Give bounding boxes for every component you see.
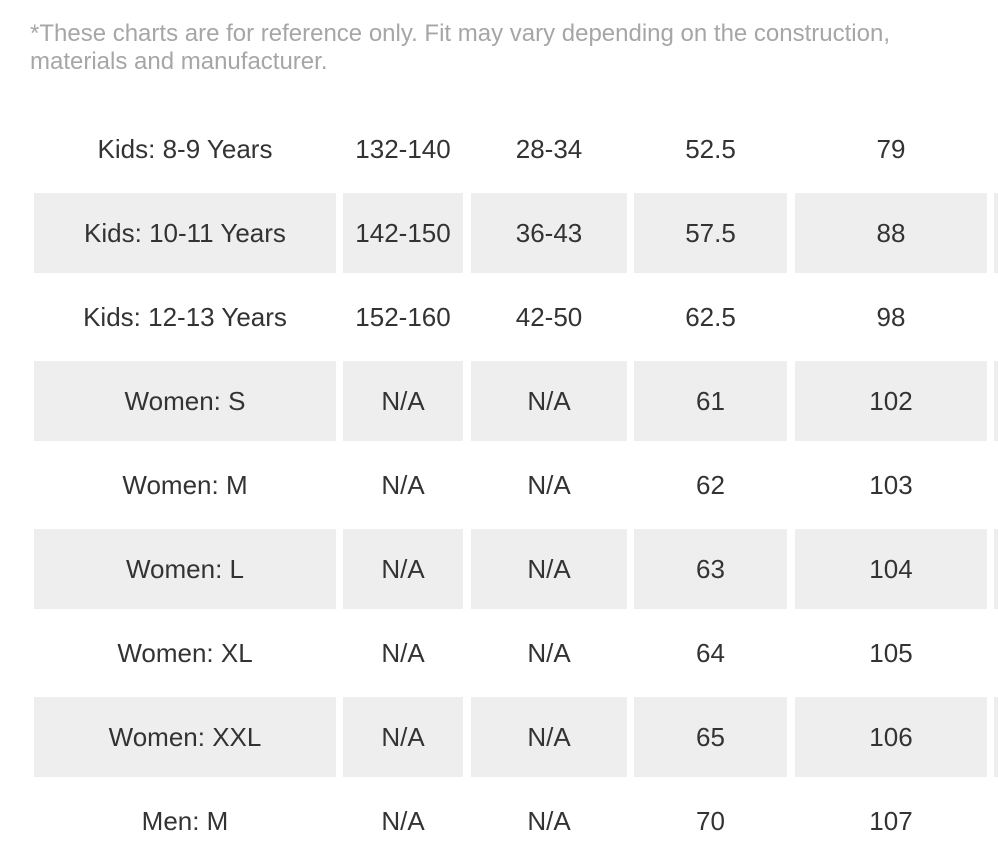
size-cell: Kids: 10-11 Years (34, 193, 336, 273)
table-cell: N/A (471, 697, 627, 777)
table-cell: N/A (381, 469, 425, 500)
table-cell-edge (994, 781, 998, 861)
table-cell: N/A (527, 469, 571, 500)
table-cell: 132-140 (355, 133, 451, 164)
table-cell-edge (994, 361, 998, 441)
size-cell: Women: M (122, 469, 248, 500)
table-cell: 62.5 (685, 301, 736, 332)
table-cell: N/A (471, 529, 627, 609)
table-cell: N/A (343, 529, 463, 609)
table-cell: 103 (869, 469, 913, 500)
table-cell-edge (994, 697, 998, 777)
table-cell: 106 (795, 697, 987, 777)
table-row: Kids: 12-13 Years 152-160 42-50 62.5 98 (0, 277, 998, 357)
reference-note: *These charts are for reference only. Fi… (30, 20, 890, 75)
table-cell: 152-160 (355, 301, 451, 332)
table-cell: 63 (634, 529, 787, 609)
table-cell: N/A (527, 637, 571, 668)
table-cell: 62 (696, 469, 725, 500)
table-cell-edge (994, 445, 998, 525)
table-cell: N/A (343, 697, 463, 777)
table-cell: 79 (876, 133, 906, 164)
table-cell: 88 (795, 193, 987, 273)
table-row: Women: XXL N/A N/A 65 106 (0, 697, 998, 777)
size-cell: Women: L (34, 529, 336, 609)
table-row: Kids: 10-11 Years 142-150 36-43 57.5 88 (0, 193, 998, 273)
size-cell: Men: M (141, 805, 229, 836)
size-cell: Women: XXL (34, 697, 336, 777)
table-cell: N/A (381, 805, 425, 836)
table-cell: 64 (696, 637, 725, 668)
table-row: Women: L N/A N/A 63 104 (0, 529, 998, 609)
table-cell: 98 (876, 301, 906, 332)
table-cell-edge (994, 529, 998, 609)
table-cell: 105 (869, 637, 913, 668)
table-cell: N/A (471, 361, 627, 441)
table-cell: 42-50 (515, 301, 583, 332)
table-cell: 28-34 (515, 133, 583, 164)
table-row: Kids: 8-9 Years 132-140 28-34 52.5 79 (0, 109, 998, 189)
table-row: Women: S N/A N/A 61 102 (0, 361, 998, 441)
table-row: Women: M N/A N/A 62 103 (0, 445, 998, 525)
table-cell: 142-150 (343, 193, 463, 273)
table-cell: 57.5 (634, 193, 787, 273)
table-cell: N/A (527, 805, 571, 836)
size-cell: Women: XL (117, 637, 253, 668)
table-cell-edge (994, 193, 998, 273)
size-cell: Women: S (34, 361, 336, 441)
table-cell-edge (994, 109, 998, 189)
table-cell: 102 (795, 361, 987, 441)
table-cell: 36-43 (471, 193, 627, 273)
table-cell-edge (994, 613, 998, 693)
table-row: Men: M N/A N/A 70 107 (0, 781, 998, 861)
table-cell: N/A (343, 361, 463, 441)
table-cell: 107 (869, 805, 913, 836)
size-cell: Kids: 8-9 Years (97, 133, 273, 164)
table-row: Women: XL N/A N/A 64 105 (0, 613, 998, 693)
table-cell: 70 (696, 805, 725, 836)
table-cell: 65 (634, 697, 787, 777)
table-cell: N/A (381, 637, 425, 668)
table-cell: 61 (634, 361, 787, 441)
size-cell: Kids: 12-13 Years (83, 301, 287, 332)
table-cell: 52.5 (685, 133, 736, 164)
table-cell: 104 (795, 529, 987, 609)
table-cell-edge (994, 277, 998, 357)
